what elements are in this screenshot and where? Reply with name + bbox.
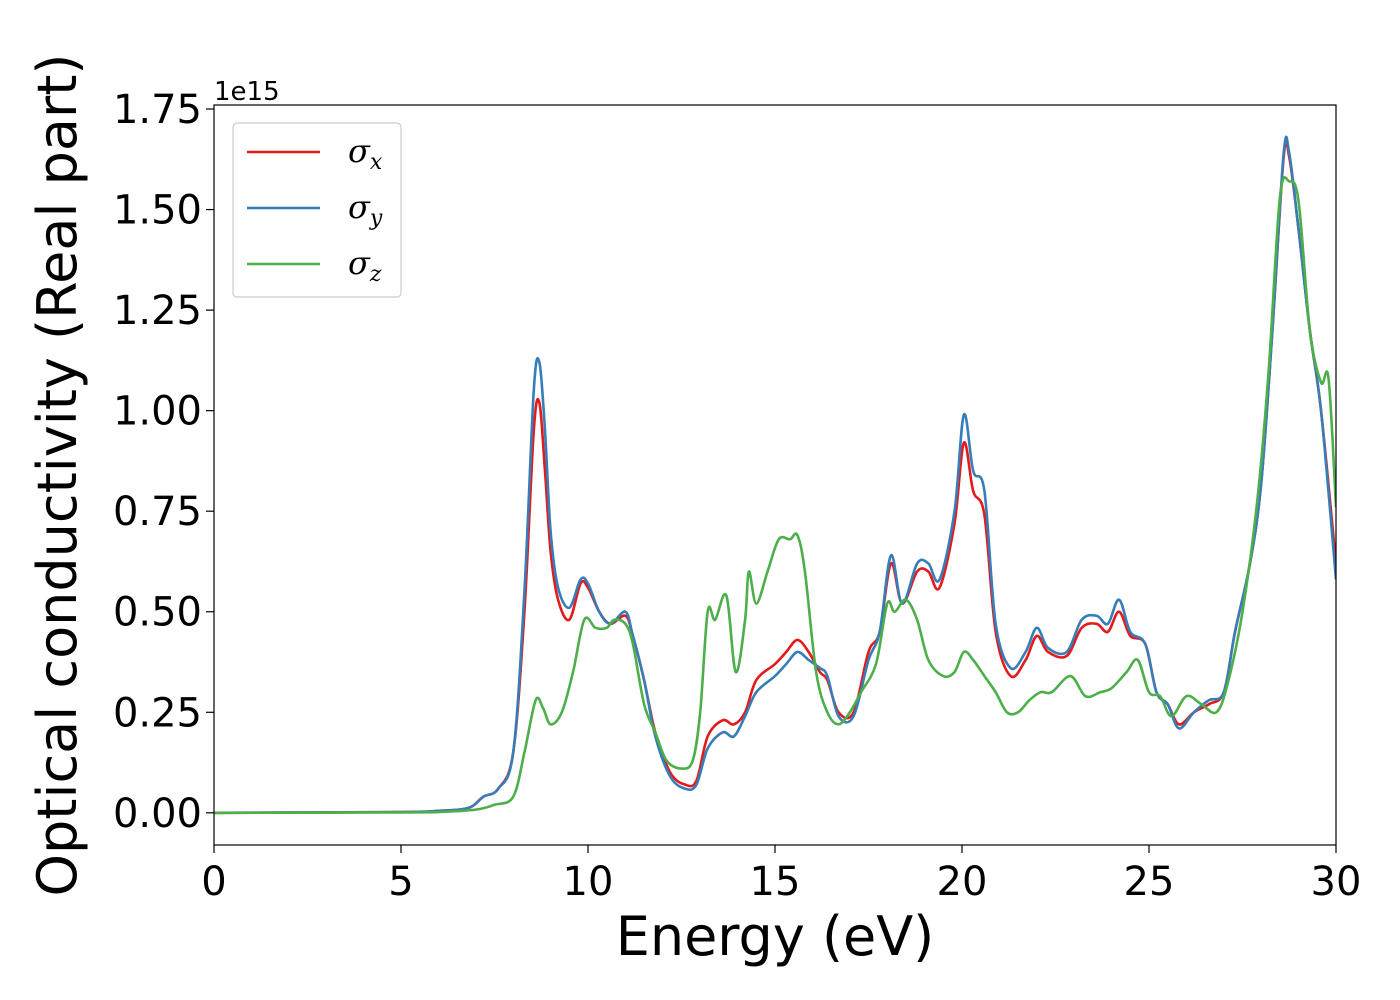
x-tick-label: 0 (201, 859, 226, 905)
x-tick-label: 25 (1124, 859, 1175, 905)
series-line-y (214, 135, 1336, 815)
y-tick-label: 0.25 (113, 690, 202, 736)
x-tick-label: 30 (1311, 859, 1362, 905)
y-tick-label: 1.75 (113, 87, 202, 133)
y-tick-label: 1.00 (113, 389, 202, 435)
y-offset-label: 1e15 (214, 77, 280, 107)
x-tick-label: 15 (750, 859, 801, 905)
legend-box (232, 122, 402, 298)
y-axis-label: Optical conductivity (Real part) (26, 54, 89, 897)
x-axis: 0 5 10 15 20 25 30 (201, 845, 1361, 905)
x-tick-label: 20 (937, 859, 988, 905)
x-axis-label: Energy (eV) (616, 905, 935, 968)
series-line-z (214, 176, 1336, 815)
y-tick-label: 1.25 (113, 288, 202, 334)
y-tick-label: 0.75 (113, 489, 202, 535)
plot-lines (214, 135, 1336, 815)
y-axis: 0.00 0.25 0.50 0.75 1.00 1.25 1.50 1.75 (113, 87, 214, 837)
x-tick-label: 10 (563, 859, 614, 905)
y-tick-label: 0.00 (113, 791, 202, 837)
y-tick-label: 0.50 (113, 590, 202, 636)
x-tick-label: 5 (388, 859, 413, 905)
y-tick-label: 1.50 (113, 188, 202, 234)
